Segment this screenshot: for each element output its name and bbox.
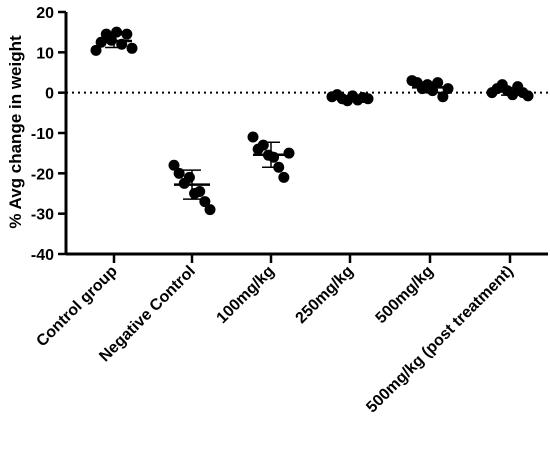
- x-tick-label: 100mg/kg: [214, 263, 278, 327]
- data-point: [437, 91, 449, 103]
- y-tick-label: 0: [45, 86, 54, 103]
- data-point: [173, 167, 185, 179]
- data-point: [183, 171, 195, 183]
- data-point: [121, 28, 133, 40]
- y-tick-label: -30: [31, 207, 54, 224]
- y-tick-label: -10: [31, 126, 54, 143]
- x-tick-label: Control group: [33, 263, 121, 351]
- data-point: [283, 147, 295, 159]
- y-tick-label: 10: [36, 45, 54, 62]
- data-point: [168, 159, 180, 171]
- x-tick-label: 250mg/kg: [293, 263, 357, 327]
- axes: [58, 10, 548, 263]
- y-tick-label: -40: [31, 247, 54, 264]
- data-point: [268, 151, 280, 163]
- chart-marks: [90, 26, 534, 216]
- data-point: [522, 90, 534, 102]
- data-point: [199, 196, 211, 208]
- data-point: [257, 139, 269, 151]
- data-point: [278, 171, 290, 183]
- data-point: [111, 26, 123, 38]
- data-point: [126, 42, 138, 54]
- x-tick-label: 500mg/kg (post treatment): [363, 263, 516, 416]
- y-axis-title: % Avg change in weight: [6, 35, 25, 229]
- y-tick-label: -20: [31, 166, 54, 183]
- x-tick-label: 500mg/kg: [373, 263, 437, 327]
- y-tick-label: 20: [36, 5, 54, 22]
- data-point: [194, 185, 206, 197]
- data-point: [247, 131, 259, 143]
- data-point: [90, 44, 102, 56]
- data-point: [204, 204, 216, 216]
